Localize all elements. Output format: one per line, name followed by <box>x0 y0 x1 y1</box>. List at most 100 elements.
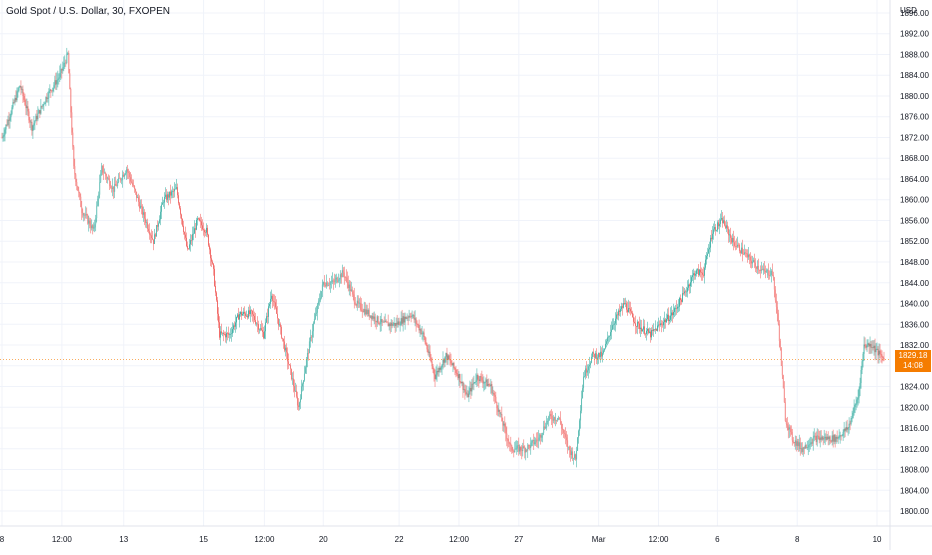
candle-body <box>854 404 856 407</box>
candle-body <box>769 275 771 276</box>
candle-body <box>787 425 789 431</box>
candle-body <box>475 380 477 383</box>
candle-body <box>66 53 68 64</box>
candle-body <box>730 237 732 243</box>
candle-body <box>561 423 563 429</box>
candle-body <box>233 325 234 330</box>
candle-body <box>581 398 583 411</box>
candle-body <box>304 367 306 374</box>
candle-body <box>738 244 740 252</box>
candle-body <box>855 403 857 405</box>
candle-body <box>383 321 385 323</box>
candle-body <box>265 322 266 332</box>
candle-body <box>157 225 158 227</box>
candle-body <box>683 293 684 294</box>
candle-body <box>449 359 451 361</box>
candle-body <box>484 382 486 383</box>
candle-body <box>803 447 805 449</box>
price-tick-label: 1892.00 <box>900 30 929 39</box>
candle-body <box>460 381 462 384</box>
candle-body <box>694 273 695 276</box>
candle-body <box>492 392 494 394</box>
candle-body <box>713 229 714 234</box>
candle-body <box>332 280 334 282</box>
candle-body <box>827 436 829 440</box>
candle-body <box>249 310 250 315</box>
candle-body <box>576 450 578 460</box>
candle-body <box>87 215 89 224</box>
candle-body <box>636 325 637 327</box>
candle-body <box>562 428 564 431</box>
candle-body <box>370 315 372 319</box>
candle-body <box>784 402 786 421</box>
candle-body <box>612 325 613 330</box>
candle-body <box>279 324 280 326</box>
candle-body <box>810 442 812 445</box>
time-axis[interactable]: 8 12:00 13 15 12:00 20 22 12:00 27 Mar 12:00 6 8 10 <box>0 535 882 544</box>
candle-body <box>219 322 220 338</box>
candle-body <box>579 420 581 431</box>
candle-body <box>703 274 704 276</box>
candle-body <box>261 328 262 331</box>
candle-body <box>119 178 121 179</box>
candle-body <box>124 174 126 177</box>
candle-body <box>536 439 538 441</box>
candle-body <box>883 358 885 360</box>
candle-body <box>768 275 770 276</box>
candle-body <box>722 217 723 224</box>
candle-body <box>117 182 119 186</box>
candle-body <box>343 272 345 278</box>
candle-body <box>698 269 699 276</box>
candle-body <box>770 270 772 276</box>
candle-body <box>613 324 614 326</box>
candle-body <box>92 225 94 229</box>
candle-body <box>446 353 448 360</box>
candle-body <box>277 313 278 319</box>
candle-body <box>544 426 546 429</box>
candle-body <box>869 343 871 347</box>
candle-body <box>104 172 106 174</box>
candle-body <box>609 335 610 337</box>
candle-body <box>173 191 174 192</box>
candle-body <box>96 205 98 219</box>
candle-body <box>72 132 74 147</box>
candle-body <box>433 369 435 375</box>
candle-body <box>172 191 173 192</box>
candle-body <box>508 441 510 444</box>
candle-body <box>673 311 674 316</box>
candle-body <box>592 351 594 357</box>
candle-body <box>385 320 387 322</box>
candle-body <box>588 366 590 371</box>
candle-body <box>275 302 276 308</box>
price-axis[interactable]: 1800.00 1804.00 1808.00 1812.00 1816.00 1820.… <box>900 9 929 516</box>
candle-body <box>379 323 381 325</box>
candle-body <box>804 444 806 449</box>
candle-body <box>58 77 60 79</box>
candle-body <box>160 211 161 220</box>
candle-body <box>764 270 766 273</box>
candle-body <box>183 225 184 233</box>
price-tick-label: 1888.00 <box>900 50 929 59</box>
candle-body <box>41 105 43 107</box>
candle-body <box>68 53 70 74</box>
candle-body <box>777 313 779 325</box>
candle-body <box>659 324 660 326</box>
candle-body <box>743 252 745 255</box>
candle-body <box>628 307 629 313</box>
candle-body <box>848 423 850 428</box>
candle-body <box>150 234 152 236</box>
candle-body <box>712 233 713 240</box>
candle-body <box>781 365 783 376</box>
candle-body <box>831 435 833 442</box>
candle-body <box>497 408 499 412</box>
price-tick-label: 1816.00 <box>900 424 929 433</box>
candle-body <box>344 277 346 278</box>
candle-body <box>252 310 253 315</box>
candle-body <box>48 91 50 99</box>
candle-body <box>844 428 846 431</box>
candle-body <box>263 331 264 339</box>
candle-body <box>302 380 304 384</box>
candle-body <box>821 436 823 440</box>
